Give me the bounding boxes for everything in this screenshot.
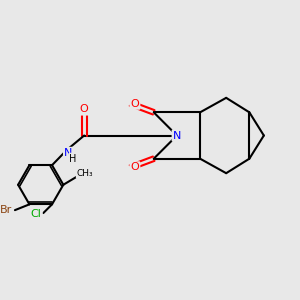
Text: O: O [80,104,88,114]
Text: N: N [64,148,72,158]
Text: Cl: Cl [31,209,41,220]
Text: N: N [173,130,181,140]
Text: CH₃: CH₃ [77,169,93,178]
Text: H: H [70,154,77,164]
Text: O: O [130,162,139,172]
Text: Br: Br [0,205,12,215]
Text: O: O [130,99,139,109]
